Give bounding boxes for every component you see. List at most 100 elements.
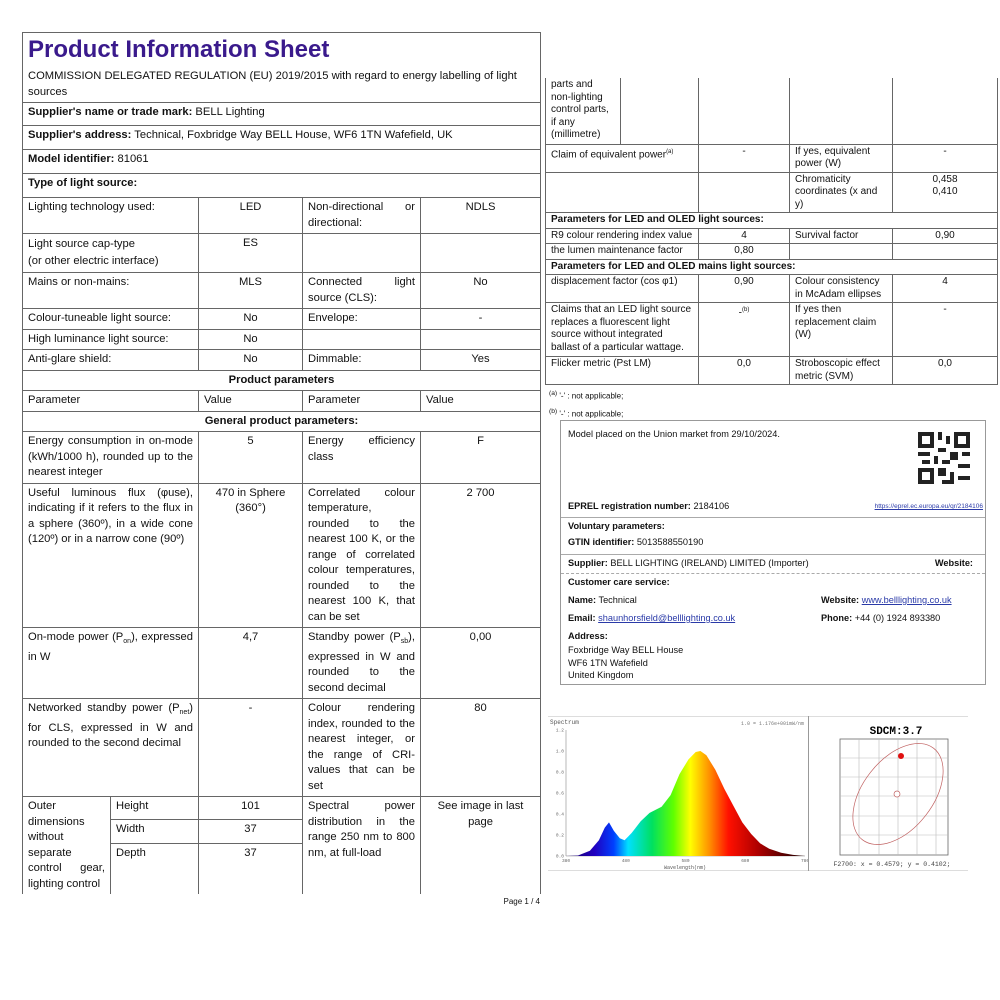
y-tick-label: 0.0 — [556, 854, 564, 860]
param-value: No — [198, 349, 303, 371]
y-tick-label: 0.2 — [556, 833, 564, 839]
param-value: 4 — [698, 227, 790, 244]
placed-on-market: Model placed on the Union market from 29… — [568, 429, 780, 439]
address: Foxbridge Way BELL House WF6 1TN Wafefiel… — [568, 645, 684, 680]
param-value: 0,00 — [419, 626, 542, 700]
param-label — [302, 328, 421, 350]
param-label: Connected light source (CLS): — [302, 272, 421, 309]
param-label: Networked standby power (Pnet) for CLS, … — [22, 698, 199, 798]
param-label: Colour rendering index, rounded to the n… — [302, 698, 421, 798]
phone-value: +44 (0) 1924 893380 — [854, 613, 941, 623]
dimension-value: 37 — [198, 819, 303, 844]
supplier-address-label: Supplier's address: — [28, 129, 132, 141]
website-link[interactable]: www.belllighting.co.uk — [861, 595, 952, 605]
param-label: Colour consistency in McAdam ellipses — [789, 274, 893, 303]
supplier-name-value: BELL Lighting — [195, 106, 265, 118]
spectrum-title: Spectrum — [550, 719, 579, 726]
eprel-label: EPREL registration number: — [568, 501, 691, 511]
param-label: the lumen maintenance factor — [545, 243, 699, 260]
supplier-label: Supplier: — [568, 558, 608, 568]
param-value: No — [198, 308, 303, 330]
param-value: Yes — [419, 349, 542, 371]
model-value: 81061 — [117, 153, 149, 165]
param-label: Colour-tuneable light source: — [22, 308, 199, 330]
eprel-link[interactable]: https://eprel.ec.europa.eu/qr/2184106 — [874, 503, 983, 510]
eprel-number: 2184106 — [693, 501, 730, 511]
param-value — [419, 328, 542, 350]
footnote: (a) '-' : not applicable; — [549, 390, 624, 401]
gtin-value: 5013588550190 — [636, 537, 704, 547]
sdcm-title: SDCM:3.7 — [870, 726, 923, 738]
x-axis-label: Wavelength(nm) — [664, 865, 706, 871]
footnote: (b) '-' : not applicable; — [549, 407, 624, 419]
left-page: Product Information Sheet COMMISSION DEL… — [21, 32, 542, 907]
supplier-name-label: Supplier's name or trade mark: — [28, 106, 193, 118]
dimension-value: 37 — [198, 842, 303, 895]
param-value: - — [698, 143, 790, 173]
sdcm-plot-frame — [839, 738, 949, 856]
address-label: Address: — [568, 631, 608, 641]
param-value: 0,0 — [698, 356, 790, 385]
param-label: Claim of equivalent power(a) — [545, 143, 699, 173]
column-header: Parameter — [22, 390, 199, 412]
param-label: Light source cap-type — [28, 238, 135, 250]
customer-care-heading: Customer care service: — [568, 577, 670, 587]
param-label: displacement factor (cos φ1) — [545, 274, 699, 303]
type-heading: Type of light source: — [21, 173, 542, 198]
measured-point — [898, 753, 904, 759]
name-label: Name: — [568, 595, 597, 605]
param-label: R9 colour rendering index value — [545, 227, 699, 244]
phone-label: Phone: — [821, 613, 853, 623]
param-value: 0,0 — [892, 356, 998, 385]
general-params-heading: General product parameters: — [21, 410, 542, 432]
care-website-label: Website: — [821, 595, 860, 605]
param-label: On-mode power (Pon), expressed in W — [22, 626, 199, 700]
x-tick-label: 380 — [562, 858, 570, 864]
name-value: Technical — [598, 595, 637, 605]
param-label: Standby power (Psb), expressed in W and … — [302, 626, 421, 700]
email-label: Email: — [568, 613, 596, 623]
dimension-name: Height — [110, 796, 199, 821]
y-tick-label: 0.6 — [556, 791, 564, 797]
param-label: Flicker metric (Pst LM) — [545, 356, 699, 385]
param-label: Survival factor — [789, 227, 893, 244]
param-label: If yes, equivalent power (W) — [789, 143, 893, 173]
param-label: Chromaticity coordinates (x and y) — [789, 171, 893, 213]
email-link[interactable]: shaunhorsfield@belllighting.co.uk — [598, 613, 736, 623]
led-params-heading: Parameters for LED and OLED light source… — [545, 212, 998, 229]
param-value: 80 — [419, 698, 542, 798]
param-label: Correlated colour temperature, rounded t… — [302, 482, 421, 628]
param-value: - — [892, 143, 998, 173]
param-value: 2 700 — [419, 482, 542, 628]
y-tick-label: 0.4 — [556, 812, 564, 818]
param-label — [302, 233, 421, 273]
voluntary-heading: Voluntary parameters: — [568, 521, 665, 531]
x-tick-label: 580 — [681, 858, 689, 864]
param-label: High luminance light source: — [22, 328, 199, 350]
dimensions-label: Outer dimensions without separate contro… — [22, 796, 111, 895]
dimension-name: Depth — [110, 842, 199, 895]
eprel-info-box: Model placed on the Union market from 29… — [560, 420, 986, 685]
param-value: No — [419, 272, 542, 309]
param-label: Claims that an LED light source replaces… — [545, 302, 699, 357]
qr-code-icon — [918, 432, 970, 484]
product-info-table-continued: parts and non-lighting control parts, if… — [545, 78, 998, 385]
param-value: - — [198, 698, 303, 798]
product-info-table: Product Information Sheet COMMISSION DEL… — [21, 32, 542, 895]
website-label: Website: — [934, 558, 973, 568]
x-tick-label: 480 — [622, 858, 630, 864]
page-number: Page 1 / 4 — [503, 897, 540, 907]
column-header: Parameter — [302, 390, 421, 412]
param-label: Energy efficiency class — [302, 431, 421, 484]
param-label: Useful luminous flux (φuse), indicating … — [22, 482, 199, 628]
page-title: Product Information Sheet — [21, 32, 542, 67]
param-label: Non-directional or directional: — [302, 197, 421, 234]
param-value: NDLS — [419, 197, 542, 234]
y-tick-label: 1.0 — [556, 749, 564, 755]
param-value: No — [198, 328, 303, 350]
param-value: LED — [198, 197, 303, 234]
y-tick-label: 0.8 — [556, 770, 564, 776]
column-header: Value — [419, 390, 542, 412]
supplier-value: BELL LIGHTING (IRELAND) LIMITED (Importe… — [610, 558, 809, 568]
param-label-sub: (or other electric interface) — [28, 255, 159, 267]
